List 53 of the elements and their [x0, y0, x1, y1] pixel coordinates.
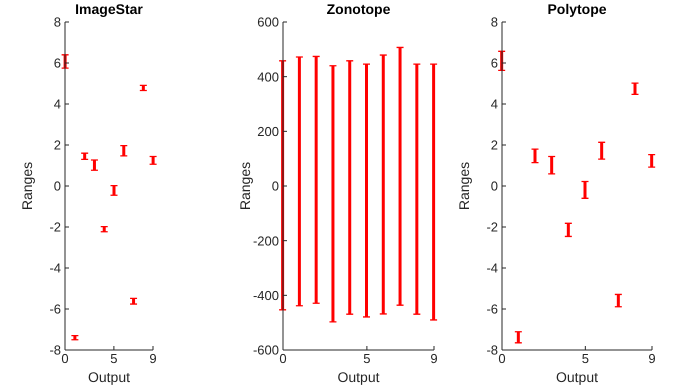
- chart-title: Polytope: [546, 1, 608, 17]
- y-tick-label: 8: [490, 14, 498, 30]
- bar: [298, 56, 301, 306]
- x-tick-label: 9: [648, 351, 656, 366]
- x-tick-label: 5: [110, 351, 118, 366]
- y-tick-label: -400: [252, 288, 279, 303]
- y-tick-label: 0: [272, 178, 279, 194]
- y-tick-label: -6: [486, 302, 498, 317]
- y-tick-label: 8: [54, 14, 61, 30]
- y-tick-label: -8: [49, 342, 61, 358]
- y-tick-label: 0: [54, 178, 61, 194]
- y-tick-label: -8: [486, 342, 498, 358]
- x-tick-label: 9: [430, 351, 438, 366]
- y-tick-label: 600: [257, 14, 279, 30]
- bar: [600, 142, 604, 160]
- y-tick-label: 2: [54, 138, 61, 153]
- y-tick-label: 4: [54, 96, 61, 112]
- y-axis-title: Ranges: [18, 160, 36, 212]
- y-axis-title: Ranges: [455, 160, 473, 212]
- y-tick-label: 400: [257, 69, 279, 84]
- y-tick-label: -6: [49, 302, 61, 317]
- chart-title: ImageStar: [74, 1, 144, 17]
- bar: [331, 66, 334, 322]
- bar: [382, 55, 385, 314]
- chart-title: Zonotope: [326, 1, 392, 17]
- x-tick-label: 5: [363, 351, 371, 366]
- bar: [584, 181, 586, 198]
- bar: [398, 47, 402, 306]
- y-tick-label: 6: [490, 56, 498, 71]
- x-axis-title: Output: [86, 369, 132, 386]
- bar: [348, 60, 352, 314]
- bar: [365, 64, 368, 317]
- y-tick-label: 6: [54, 56, 61, 71]
- y-tick-label: 200: [257, 124, 279, 139]
- y-tick-label: 2: [490, 138, 498, 153]
- y-tick-label: 4: [490, 96, 498, 112]
- bar: [415, 64, 418, 314]
- y-tick-label: -200: [252, 233, 279, 248]
- x-tick-label: 5: [582, 351, 589, 366]
- x-axis-title: Output: [336, 369, 381, 386]
- y-tick-label: 0: [490, 178, 498, 194]
- y-tick-label: -600: [252, 342, 279, 358]
- x-axis-title: Output: [554, 369, 600, 386]
- y-tick-label: -4: [486, 260, 498, 276]
- bar: [566, 223, 570, 236]
- y-tick-label: -2: [49, 220, 61, 235]
- bar: [432, 64, 436, 320]
- bar: [550, 156, 554, 174]
- y-axis-title: Ranges: [236, 160, 254, 212]
- bar: [314, 56, 318, 304]
- x-tick-label: 9: [149, 351, 157, 366]
- y-tick-label: -4: [49, 260, 61, 276]
- y-tick-label: -2: [486, 220, 498, 235]
